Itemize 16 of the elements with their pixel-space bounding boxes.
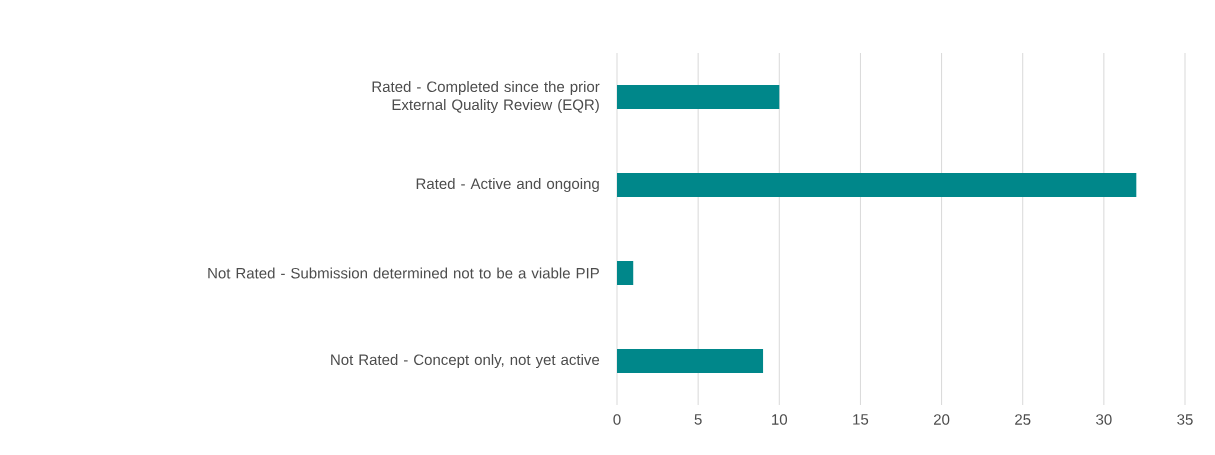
x-tick-label: 20: [933, 414, 950, 425]
x-tick-label: 35: [1177, 414, 1193, 425]
x-tick-label: 5: [694, 414, 702, 425]
y-tick-label: Rated - Active and ongoing: [416, 178, 599, 192]
bar: [617, 261, 634, 286]
y-tick-label: Not Rated - Submission determined not to be a viable PIP: [208, 267, 599, 279]
x-tick-label: 30: [1096, 414, 1112, 425]
y-tick-label: Not Rated - Concept only, not yet active: [331, 354, 600, 368]
bar: [617, 85, 780, 109]
y-tick-label: Rated - Completed since the prior External Quality Review (EQR): [372, 81, 600, 113]
x-tick-label: 10: [772, 414, 788, 425]
x-tick-label: 25: [1015, 414, 1031, 425]
x-tick-label: 15: [853, 414, 869, 425]
bar: [617, 173, 1137, 198]
bar: [617, 349, 764, 373]
x-tick-label: 0: [613, 414, 621, 425]
